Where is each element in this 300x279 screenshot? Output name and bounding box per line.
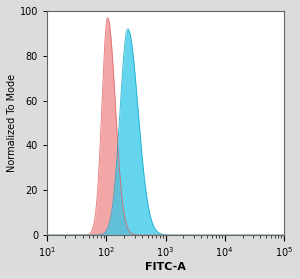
X-axis label: FITC-A: FITC-A [145, 262, 186, 272]
Y-axis label: Normalized To Mode: Normalized To Mode [7, 74, 17, 172]
